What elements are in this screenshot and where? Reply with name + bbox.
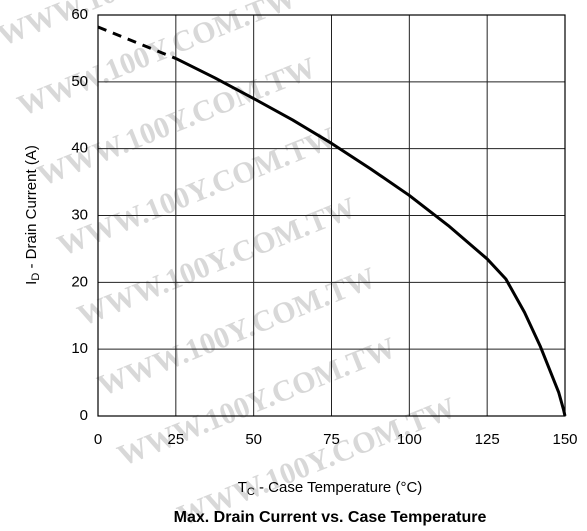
x-label-rest: - Case Temperature (°C) — [255, 479, 422, 496]
y-tick-label: 20 — [71, 273, 88, 290]
y-tick-label: 0 — [80, 407, 88, 424]
y-tick-label: 50 — [71, 73, 88, 90]
x-tick-label: 0 — [94, 431, 102, 448]
curve — [175, 57, 567, 417]
plot-frame — [97, 14, 566, 417]
watermarks: WWW.100Y.COM.TWWWW.100Y.COM.TWWWW.100Y.C… — [0, 0, 461, 531]
y-tick-label: 10 — [71, 340, 88, 357]
curve — [97, 25, 177, 60]
x-tick-label: 75 — [323, 431, 340, 448]
y-label-sub: D — [30, 273, 42, 281]
chart-title: Max. Drain Current vs. Case Temperature — [174, 509, 487, 526]
y-tick-label: 60 — [71, 6, 88, 23]
x-label-main: T — [238, 479, 247, 496]
x-label-sub: C — [247, 486, 255, 498]
y-label-main: I — [23, 281, 40, 285]
x-tick-label: 125 — [475, 431, 500, 448]
x-tick-label: 100 — [397, 431, 422, 448]
x-tick-label: 150 — [552, 431, 577, 448]
x-tick-label: 50 — [245, 431, 262, 448]
y-tick-label: 30 — [71, 206, 88, 223]
y-label-rest: - Drain Current (A) — [23, 145, 40, 273]
y-axis-label: ID - Drain Current (A) — [23, 145, 42, 285]
x-tick-label: 25 — [167, 431, 184, 448]
x-axis-label: TC - Case Temperature (°C) — [238, 479, 423, 498]
y-tick-label: 40 — [71, 140, 88, 157]
